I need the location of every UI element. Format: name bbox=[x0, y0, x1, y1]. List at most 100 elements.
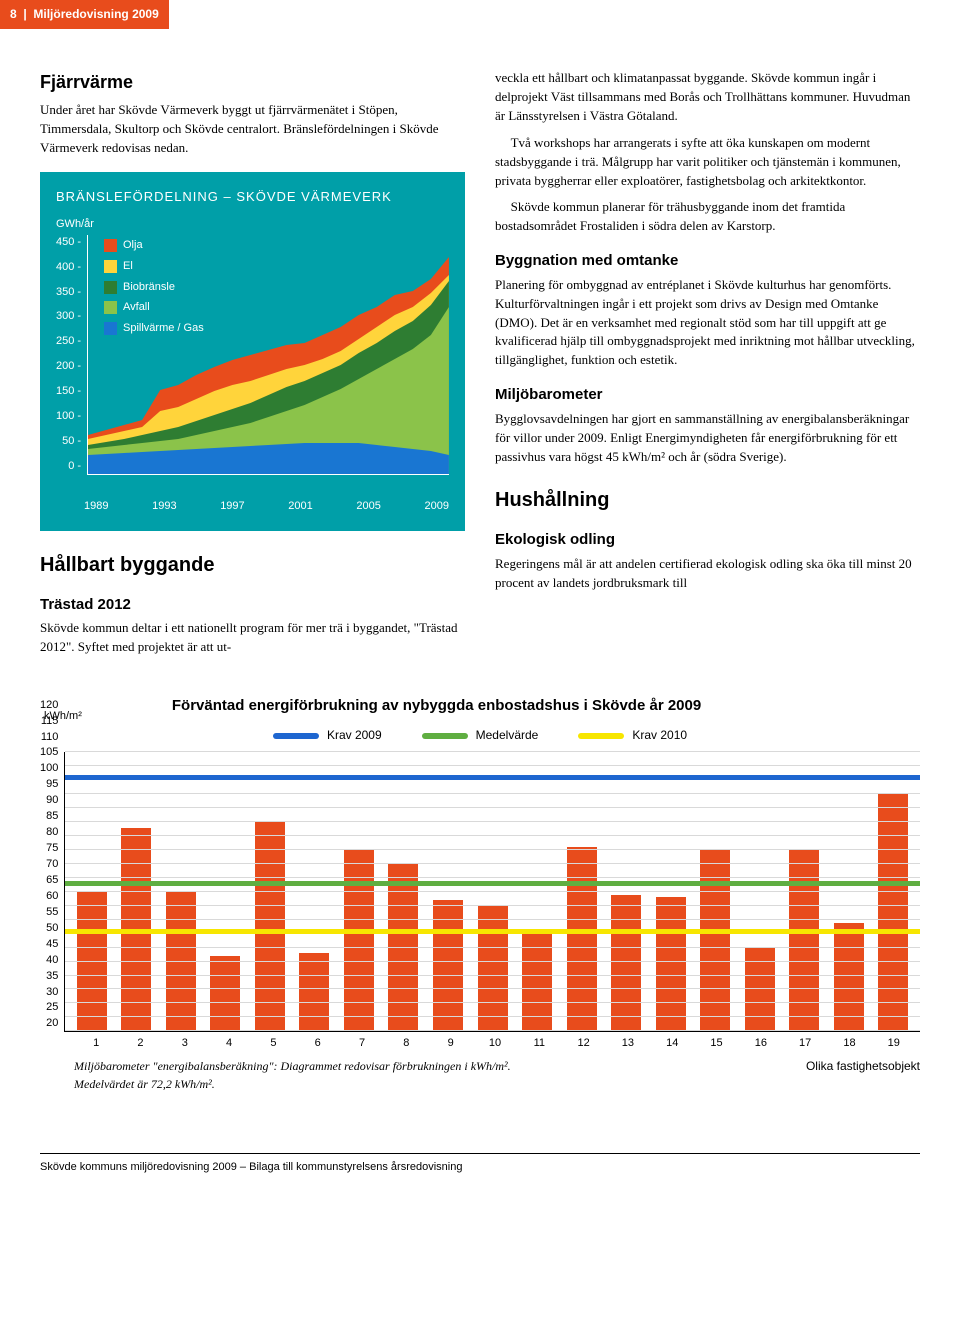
y-tick: 120 bbox=[40, 698, 58, 714]
legend-label: Krav 2009 bbox=[327, 727, 382, 744]
y-tick: 105 bbox=[40, 745, 58, 761]
y-tick: 350 - bbox=[56, 285, 81, 301]
y-tick: 300 - bbox=[56, 309, 81, 325]
y-tick: 50 bbox=[40, 921, 58, 937]
x-tick: 17 bbox=[790, 1036, 820, 1052]
bar bbox=[834, 923, 864, 1032]
x-tick: 9 bbox=[436, 1036, 466, 1052]
bar-chart-section: kWh/m² Förväntad energiförbrukning av ny… bbox=[40, 695, 920, 1093]
x-tick: 1989 bbox=[84, 499, 108, 515]
y-tick: 50 - bbox=[56, 434, 81, 450]
y-tick: 65 bbox=[40, 873, 58, 889]
y-tick: 450 - bbox=[56, 235, 81, 251]
x-tick: 1993 bbox=[152, 499, 176, 515]
legend-line bbox=[422, 733, 468, 739]
y-tick: 115 bbox=[40, 714, 58, 730]
legend-item: Krav 2009 bbox=[273, 727, 382, 744]
y-tick: 400 - bbox=[56, 260, 81, 276]
grid-line bbox=[65, 765, 920, 766]
x-tick: 18 bbox=[834, 1036, 864, 1052]
y-tick: 90 bbox=[40, 793, 58, 809]
grid-line bbox=[65, 821, 920, 822]
x-tick: 13 bbox=[613, 1036, 643, 1052]
area-chart-y-axis: 450 -400 -350 -300 -250 -200 -150 -100 -… bbox=[56, 235, 87, 475]
y-tick: 25 bbox=[40, 1000, 58, 1016]
y-tick: 110 bbox=[40, 730, 58, 746]
heading-ekologisk: Ekologisk odling bbox=[495, 529, 920, 551]
y-tick: 40 bbox=[40, 953, 58, 969]
heading-trastad: Trästad 2012 bbox=[40, 594, 465, 616]
heading-miljobarometer: Miljöbarometer bbox=[495, 384, 920, 406]
grid-line bbox=[65, 863, 920, 864]
grid-line bbox=[65, 793, 920, 794]
bar-chart-caption-1: Miljöbarometer "energibalansberäkning": … bbox=[74, 1058, 511, 1075]
bar bbox=[299, 953, 329, 1031]
heading-byggnation: Byggnation med omtanke bbox=[495, 250, 920, 272]
y-tick: 0 - bbox=[56, 459, 81, 475]
x-tick: 2005 bbox=[356, 499, 380, 515]
bar bbox=[255, 822, 285, 1031]
grid-line bbox=[65, 849, 920, 850]
legend-swatch bbox=[104, 322, 117, 335]
x-tick: 11 bbox=[524, 1036, 554, 1052]
ref-line-krav2009 bbox=[65, 775, 920, 780]
bar bbox=[210, 956, 240, 1031]
x-tick: 3 bbox=[170, 1036, 200, 1052]
bar bbox=[478, 906, 508, 1032]
y-tick: 30 bbox=[40, 985, 58, 1001]
legend-label: El bbox=[123, 256, 133, 277]
ref-line-krav2010 bbox=[65, 929, 920, 934]
heading-hallbart: Hållbart byggande bbox=[40, 551, 465, 580]
grid-line bbox=[65, 919, 920, 920]
para-r1b: Två workshops har arrangerats i syfte at… bbox=[495, 134, 920, 191]
grid-line bbox=[65, 807, 920, 808]
ref-line-medel bbox=[65, 881, 920, 886]
legend-line bbox=[273, 733, 319, 739]
y-tick: 20 bbox=[40, 1016, 58, 1032]
para-fjarrvarme: Under året har Skövde Värmeverk byggt ut… bbox=[40, 101, 465, 158]
x-tick: 16 bbox=[746, 1036, 776, 1052]
grid-line bbox=[65, 947, 920, 948]
legend-label: Medelvärde bbox=[476, 727, 539, 744]
y-tick: 95 bbox=[40, 777, 58, 793]
bar bbox=[611, 895, 641, 1032]
bar-chart-title: Förväntad energiförbrukning av nybyggda … bbox=[172, 695, 701, 717]
x-tick: 5 bbox=[258, 1036, 288, 1052]
x-tick: 14 bbox=[657, 1036, 687, 1052]
legend-item: Medelvärde bbox=[422, 727, 539, 744]
left-column: Fjärrvärme Under året har Skövde Värmeve… bbox=[40, 69, 465, 665]
x-tick: 7 bbox=[347, 1036, 377, 1052]
x-tick: 2001 bbox=[288, 499, 312, 515]
para-ekologisk: Regeringens mål är att andelen certifier… bbox=[495, 555, 920, 593]
area-chart-x-axis: 198919931997200120052009 bbox=[84, 499, 449, 515]
area-chart-legend: OljaElBiobränsleAvfallSpillvärme / Gas bbox=[104, 235, 204, 339]
page-number: 8 bbox=[10, 7, 17, 21]
legend-label: Olja bbox=[123, 235, 143, 256]
grid-line bbox=[65, 961, 920, 962]
grid-line bbox=[65, 975, 920, 976]
bar-chart-legend: Krav 2009 Medelvärde Krav 2010 bbox=[40, 727, 920, 744]
bar-chart-y-axis: 2025303540455055606570758085909510010511… bbox=[40, 752, 64, 1032]
y-tick: 100 - bbox=[56, 409, 81, 425]
y-tick: 150 - bbox=[56, 384, 81, 400]
area-chart-title: BRÄNSLEFÖRDELNING – SKÖVDE VÄRMEVERK bbox=[56, 188, 449, 207]
right-column: veckla ett hållbart och klimatanpassat b… bbox=[495, 69, 920, 665]
legend-item: El bbox=[104, 256, 204, 277]
para-trastad: Skövde kommun deltar i ett nationellt pr… bbox=[40, 619, 465, 657]
y-tick: 250 - bbox=[56, 334, 81, 350]
para-miljobarometer: Bygglovsavdelningen har gjort en sammans… bbox=[495, 410, 920, 467]
legend-swatch bbox=[104, 239, 117, 252]
x-tick: 2009 bbox=[424, 499, 448, 515]
legend-swatch bbox=[104, 281, 117, 294]
legend-swatch bbox=[104, 260, 117, 273]
legend-item: Krav 2010 bbox=[578, 727, 687, 744]
bar bbox=[166, 892, 196, 1032]
grid-line bbox=[65, 988, 920, 989]
bar-chart-x-axis: 12345678910111213141516171819 bbox=[70, 1032, 920, 1052]
y-tick: 55 bbox=[40, 905, 58, 921]
y-tick: 85 bbox=[40, 809, 58, 825]
y-tick: 35 bbox=[40, 969, 58, 985]
x-tick: 4 bbox=[214, 1036, 244, 1052]
heading-hushallning: Hushållning bbox=[495, 486, 920, 515]
legend-item: Olja bbox=[104, 235, 204, 256]
